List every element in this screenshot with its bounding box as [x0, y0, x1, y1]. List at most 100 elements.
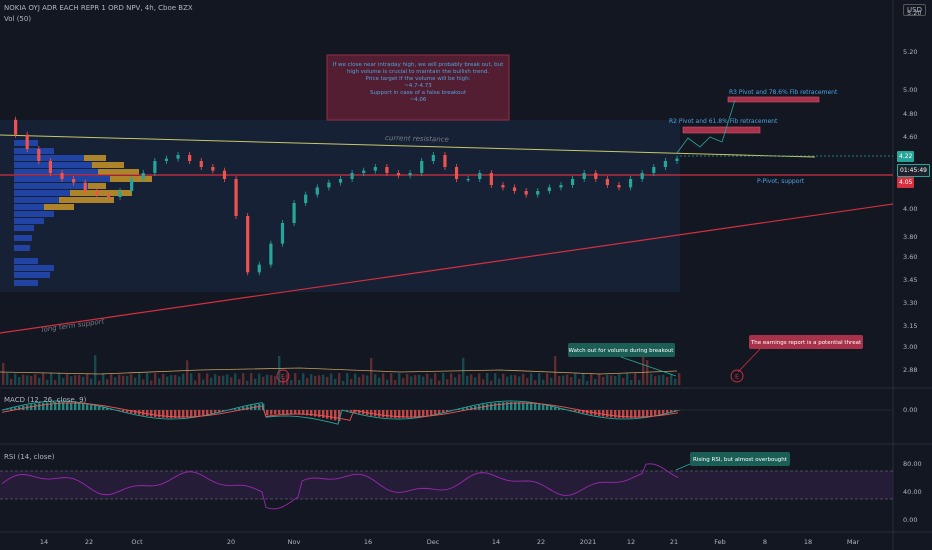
volume-bar: [34, 374, 37, 385]
main-note-box: [326, 54, 510, 121]
volume-bar: [90, 378, 93, 385]
macd-histogram-bar: [666, 410, 669, 414]
macd-histogram-bar: [126, 410, 129, 413]
volume-bar: [222, 375, 225, 385]
x-tick-label: 12: [627, 538, 635, 546]
volume-bar: [354, 373, 357, 385]
volume-bar: [210, 377, 213, 385]
volume-bar: [334, 378, 337, 385]
volume-bar: [258, 373, 261, 385]
macd-histogram-bar: [394, 410, 397, 418]
y-tick-label: 4.00: [903, 205, 917, 213]
macd-histogram-bar: [238, 407, 241, 410]
volume-profile-bar: [44, 204, 74, 210]
volume-bar: [614, 376, 617, 385]
volume-bar: [566, 374, 569, 385]
macd-histogram-bar: [630, 410, 633, 418]
macd-histogram-bar: [74, 402, 77, 410]
y-tick-label: 3.30: [903, 299, 917, 307]
candle-body: [547, 187, 551, 191]
candle-body: [234, 179, 238, 216]
macd-histogram-bar: [410, 410, 413, 418]
macd-histogram-bar: [466, 407, 469, 410]
macd-histogram-bar: [554, 407, 557, 410]
candle-body: [582, 173, 586, 179]
macd-histogram-bar: [618, 410, 621, 418]
volume-bar: [366, 375, 369, 385]
volume-bar: [410, 376, 413, 385]
r3-zone: [727, 96, 820, 103]
macd-histogram-bar: [610, 410, 613, 418]
volume-bar: [110, 373, 113, 385]
volume-bar: [550, 377, 553, 385]
macd-histogram-bar: [102, 407, 105, 410]
y-tick-label: 3.45: [903, 276, 917, 284]
macd-histogram-bar: [158, 410, 161, 418]
volume-bar: [486, 373, 489, 385]
candle-body: [617, 185, 621, 188]
volume-bar: [666, 376, 669, 385]
x-tick-label: Oct: [131, 538, 143, 546]
macd-histogram-bar: [642, 410, 645, 418]
volume-bar: [446, 379, 449, 385]
currency-badge[interactable]: USD: [903, 4, 926, 16]
volume-profile-bar: [14, 183, 88, 189]
macd-histogram-bar: [206, 410, 209, 415]
macd-histogram-bar: [522, 402, 525, 410]
macd-histogram-bar: [274, 410, 277, 415]
macd-histogram-bar: [350, 410, 353, 412]
macd-histogram-bar: [246, 406, 249, 410]
macd-histogram-bar: [558, 407, 561, 410]
volume-bar: [418, 374, 421, 385]
volume-bar: [586, 380, 589, 385]
candle-body: [72, 179, 76, 183]
macd-histogram-bar: [86, 404, 89, 410]
volume-profile-bar: [14, 265, 54, 271]
volume-bar: [194, 380, 197, 385]
x-tick-label: 2021: [580, 538, 597, 546]
macd-histogram-bar: [378, 410, 381, 417]
macd-histogram-bar: [186, 410, 189, 418]
volume-bar: [470, 374, 473, 385]
candle-body: [25, 134, 29, 149]
candle-body: [280, 223, 285, 244]
macd-histogram-bar: [286, 410, 289, 415]
macd-histogram-bar: [310, 410, 313, 416]
volume-bar: [22, 374, 25, 385]
macd-histogram-bar: [18, 406, 21, 410]
macd-histogram-bar: [546, 405, 549, 410]
macd-histogram-bar: [398, 410, 401, 418]
main-note-text: If we close near intraday high, we will …: [332, 62, 504, 103]
y-tick-label: 3.60: [903, 253, 917, 261]
volume-callout-text: Watch out for volume during breakout: [569, 348, 675, 354]
candle-body: [130, 179, 134, 191]
x-tick-label: 16: [364, 538, 372, 546]
candle-body: [304, 194, 308, 203]
macd-histogram-bar: [662, 410, 665, 414]
candle-body: [269, 243, 273, 265]
volume-profile-bar: [14, 235, 32, 241]
volume-bar: [638, 380, 641, 385]
volume-bar: [534, 380, 537, 385]
volume-bar: [130, 374, 133, 385]
volume-bar: [138, 373, 141, 385]
volume-bar: [226, 374, 229, 385]
macd-histogram-bar: [462, 408, 465, 410]
volume-bar: [38, 377, 41, 385]
candle-body: [95, 191, 99, 195]
volume-bar: [114, 377, 117, 385]
macd-histogram-bar: [130, 410, 133, 414]
macd-histogram-bar: [198, 410, 201, 416]
candle-body: [501, 185, 505, 188]
macd-histogram-bar: [78, 403, 81, 410]
rsi-band: [0, 471, 893, 499]
macd-histogram-bar: [302, 410, 305, 415]
macd-histogram-bar: [634, 410, 637, 418]
candle-body: [350, 173, 354, 179]
volume-bar: [30, 376, 33, 385]
macd-axis-label: 0.00: [903, 406, 917, 414]
candle-body: [385, 167, 389, 173]
macd-histogram-bar: [598, 410, 601, 416]
volume-bar: [94, 355, 97, 385]
